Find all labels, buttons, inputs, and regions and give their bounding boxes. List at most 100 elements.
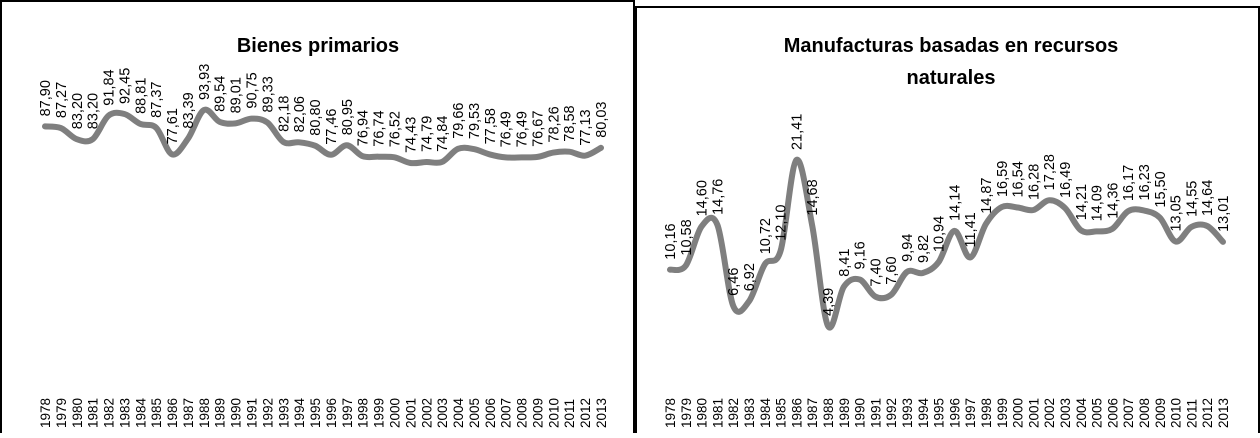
data-point [938,261,940,263]
data-label: 6,46 [726,268,742,296]
x-tick-label: 1979 [679,398,694,428]
x-tick-label: 1998 [356,398,371,428]
data-point [1143,210,1145,211]
data-label: 74,43 [403,117,419,153]
data-label: 83,20 [70,93,86,129]
x-tick-label: 1983 [742,398,757,428]
data-label: 80,80 [308,99,324,135]
data-point [795,159,797,161]
x-tick-label: 1997 [963,398,978,428]
x-tick-label: 2000 [1011,398,1026,428]
data-label: 8,41 [837,249,853,277]
data-point [425,161,427,163]
x-tick-label: 1996 [324,398,339,428]
data-label: 74,84 [435,116,451,152]
data-point [1064,207,1066,209]
data-label: 77,13 [578,109,594,145]
data-label: 76,49 [515,111,531,147]
data-label: 7,60 [884,256,900,284]
data-point [1127,210,1129,212]
series-line [42,106,604,167]
data-point [282,141,284,143]
data-label: 13,05 [1169,195,1185,231]
data-point [890,294,892,296]
data-point [298,141,300,143]
data-point [1111,228,1113,230]
x-tick-label: 1988 [821,398,836,428]
data-point [811,225,813,227]
chart-panel-bienes-primarios: Bienes primarios 87,90 87,27 83,20 83,20 91,… [0,0,635,433]
data-point [473,148,475,150]
data-point [537,156,538,158]
x-tick-label: 2000 [388,398,403,428]
data-label: 78,26 [546,106,562,142]
x-tick-label: 2009 [1153,398,1168,428]
chart-panel-manufacturas: Manufacturas basadas en recursos natural… [635,0,1260,433]
x-tick-label: 1992 [260,398,275,428]
data-point [505,156,507,158]
data-label: 14,64 [1200,180,1216,216]
data-point [76,138,78,140]
data-point [346,144,348,146]
data-point [685,265,687,267]
data-label: 13,01 [1216,196,1232,232]
data-label: 89,54 [213,76,229,112]
data-point [489,153,491,155]
data-point [969,257,971,258]
data-point [314,145,316,147]
data-label: 93,93 [197,64,213,100]
x-tick-label: 1983 [117,398,132,428]
data-point [748,300,750,302]
data-label: 92,45 [117,68,133,104]
data-point [669,269,671,271]
data-label: 10,94 [932,216,948,252]
data-label: 14,09 [1090,185,1106,221]
data-label: 14,60 [695,180,711,216]
x-tick-label: 2013 [594,398,609,428]
data-label: 16,23 [1137,164,1153,200]
data-label: 11,41 [963,212,979,247]
data-label: 10,72 [758,218,774,254]
data-point [1159,217,1161,219]
x-tick-label: 1980 [695,398,710,428]
data-label: 9,82 [916,235,932,263]
data-point [764,263,766,265]
data-label: 7,40 [868,258,884,286]
data-point [251,118,252,120]
chart-svg-bienes-primarios: Bienes primarios 87,90 87,27 83,20 83,2091,… [0,0,635,433]
chart-title-line-2: naturales [907,67,996,89]
data-point [362,155,364,157]
data-point [441,161,443,163]
data-label: 77,61 [165,108,181,144]
x-tick-label: 2007 [499,398,514,428]
x-tick-label: 1988 [197,398,212,428]
data-label: 78,58 [562,105,578,141]
data-label: 16,17 [1121,165,1137,201]
data-point [108,115,109,117]
data-label: 76,49 [499,111,515,147]
x-tick-label: 2010 [1169,398,1184,428]
x-tick-label: 1991 [245,398,260,428]
x-tick-label: 2012 [578,398,593,428]
data-label: 15,50 [1153,171,1169,207]
x-tick-label: 2010 [546,398,561,428]
x-tick-label: 1984 [133,397,148,428]
data-label: 79,66 [451,103,467,139]
x-tick-label: 1985 [149,398,164,428]
x-tick-label: 1985 [774,398,789,428]
data-point [123,113,125,115]
data-point [139,123,141,125]
x-tick-label: 1995 [932,398,947,428]
x-tick-label: 1981 [86,398,101,428]
data-label: 76,52 [388,111,404,147]
x-tick-label: 2001 [1026,398,1041,428]
x-tick-label: 2012 [1200,398,1215,428]
data-point [1222,241,1224,243]
x-tick-label: 2002 [1042,398,1057,428]
data-label: 14,87 [979,178,995,214]
series-group [667,156,1226,331]
data-point [922,272,924,274]
x-tick-label: 1984 [758,397,773,428]
